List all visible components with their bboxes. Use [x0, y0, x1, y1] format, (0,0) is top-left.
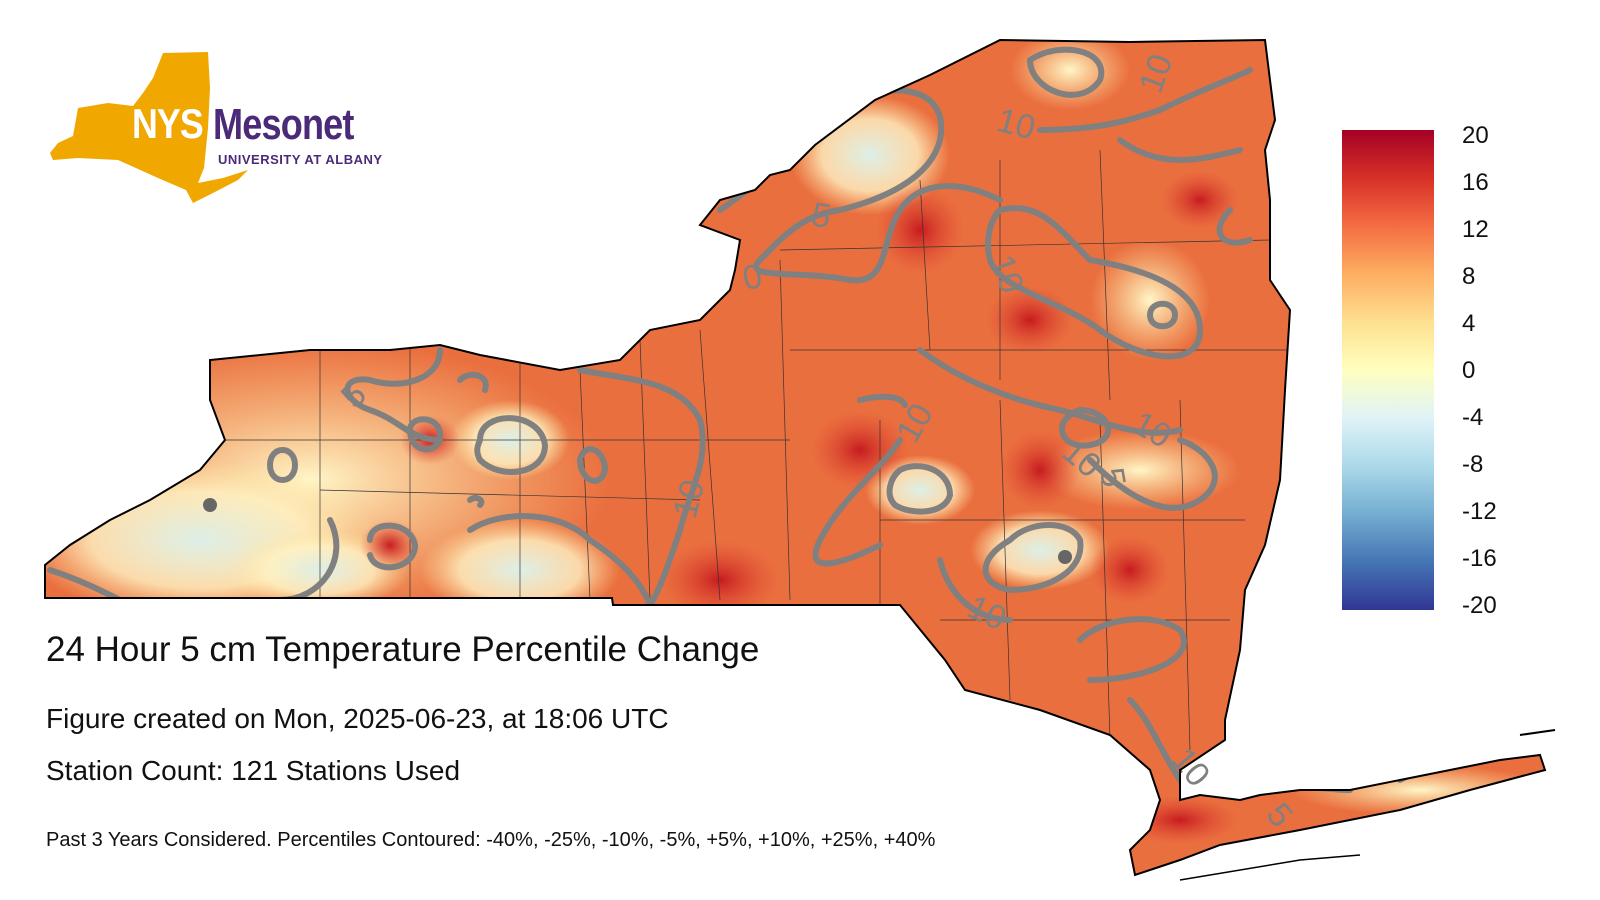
station-dot	[203, 498, 217, 512]
footnote: Past 3 Years Considered. Percentiles Con…	[46, 829, 936, 851]
legend-tick-label: -4	[1462, 404, 1484, 431]
station-dot	[1058, 550, 1072, 564]
color-legend-bar	[1342, 130, 1434, 610]
legend-tick-label: -20	[1462, 592, 1497, 619]
state-boundary	[44, 38, 1547, 877]
station-count: Station Count: 121 Stations Used	[46, 755, 461, 786]
legend-tick-label: 20	[1462, 122, 1489, 149]
legend-tick-label: -12	[1462, 498, 1497, 525]
legend-tick-label: 0	[1462, 357, 1476, 384]
legend-tick-label: -8	[1462, 451, 1484, 478]
logo-university-text: UNIVERSITY AT ALBANY	[218, 152, 383, 167]
island-outline	[1519, 729, 1556, 736]
logo-mesonet-text: Mesonet	[213, 100, 354, 149]
shoreline	[1179, 854, 1361, 881]
legend-tick-label: 4	[1462, 310, 1476, 337]
created-timestamp: Figure created on Mon, 2025-06-23, at 18…	[46, 703, 669, 734]
legend-tick-label: -16	[1462, 545, 1497, 572]
nys-state-shape-icon	[50, 52, 248, 203]
logo-nys-text: NYS	[132, 100, 204, 147]
figure-title: 24 Hour 5 cm Temperature Percentile Chan…	[46, 630, 760, 669]
legend-tick-label: 16	[1462, 169, 1489, 196]
legend-tick-label: 12	[1462, 216, 1489, 243]
county-lines	[220, 149, 1290, 751]
nys-mesonet-logo: NYS Mesonet UNIVERSITY AT ALBANY	[48, 48, 398, 208]
legend-tick-label: 8	[1462, 263, 1476, 290]
